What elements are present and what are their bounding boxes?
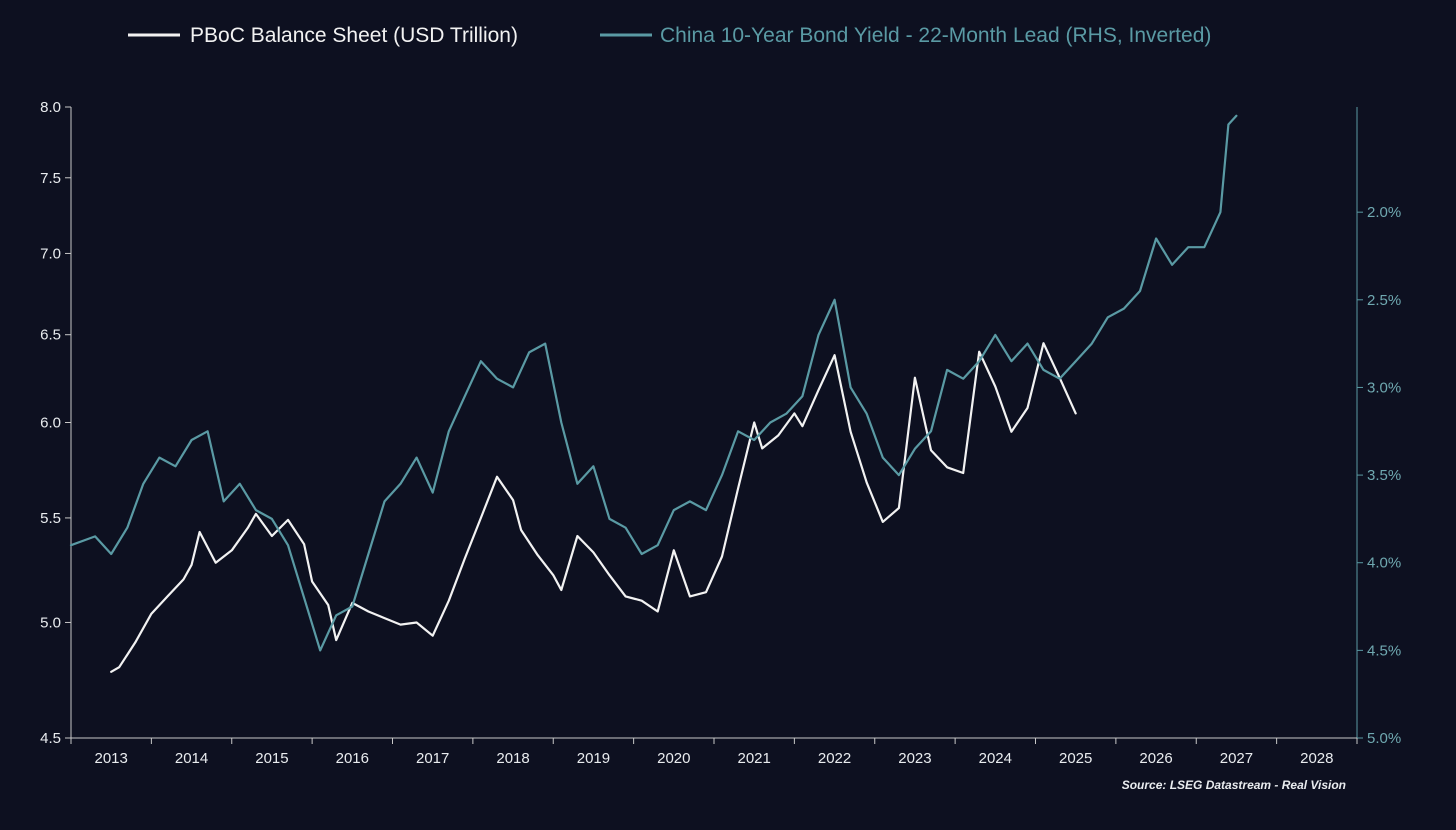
x-tick-label: 2028	[1300, 750, 1333, 767]
x-tick-label: 2016	[336, 750, 369, 767]
left-tick-label: 6.5	[40, 327, 61, 344]
left-tick-label: 7.5	[40, 170, 61, 187]
right-axis: 2.0% 2.5% 3.0% 3.5% 4.0% 4.5% 5.0%	[1356, 107, 1401, 747]
x-tick-label: 2021	[738, 750, 771, 767]
x-tick-label: 2022	[818, 750, 851, 767]
series-layer	[69, 114, 1238, 673]
legend-label-bond-yield: China 10-Year Bond Yield - 22-Month Lead…	[660, 24, 1211, 47]
x-tick-label: 2020	[657, 750, 690, 767]
x-tick-label: 2018	[496, 750, 529, 767]
right-axis-ticks: 2.0% 2.5% 3.0% 3.5% 4.0% 4.5% 5.0%	[1357, 204, 1401, 747]
legend: PBoC Balance Sheet (USD Trillion) China …	[128, 24, 1211, 47]
x-tick-label: 2019	[577, 750, 610, 767]
left-tick-label: 4.5	[40, 730, 61, 747]
x-tick-label: 2026	[1139, 750, 1172, 767]
series-line-bond-yield-inverted	[69, 114, 1238, 652]
right-tick-label: 2.0%	[1367, 204, 1401, 221]
right-tick-label: 5.0%	[1367, 730, 1401, 747]
x-tick-label: 2013	[95, 750, 128, 767]
right-tick-label: 2.5%	[1367, 292, 1401, 309]
series-line-pboc-balance-sheet	[110, 342, 1077, 673]
left-tick-label: 5.5	[40, 510, 61, 527]
right-tick-label: 4.0%	[1367, 555, 1401, 572]
x-tick-label: 2027	[1220, 750, 1253, 767]
x-tick-label: 2015	[255, 750, 288, 767]
left-tick-label: 8.0	[40, 99, 61, 116]
right-tick-label: 4.5%	[1367, 642, 1401, 659]
source-note: Source: LSEG Datastream - Real Vision	[1122, 778, 1346, 792]
left-tick-label: 7.0	[40, 245, 61, 262]
x-tick-label: 2017	[416, 750, 449, 767]
x-tick-label: 2014	[175, 750, 208, 767]
legend-label-pboc: PBoC Balance Sheet (USD Trillion)	[190, 24, 518, 47]
left-tick-label: 5.0	[40, 614, 61, 631]
right-tick-label: 3.5%	[1367, 467, 1401, 484]
left-axis: 4.5 5.0 5.5 6.0 6.5 7.0 7.5 8.0	[40, 99, 72, 747]
left-axis-ticks: 4.5 5.0 5.5 6.0 6.5 7.0 7.5 8.0	[40, 99, 71, 747]
x-tick-label: 2023	[898, 750, 931, 767]
x-axis-ticks: 2013 2014 2015 2016 2017 2018 2019 2020 2021 2022…	[70, 738, 1358, 767]
x-axis: 2013 2014 2015 2016 2017 2018 2019 2020 2021 2022…	[70, 737, 1358, 767]
x-tick-label: 2024	[979, 750, 1012, 767]
x-tick-label: 2025	[1059, 750, 1092, 767]
left-tick-label: 6.0	[40, 415, 61, 432]
right-tick-label: 3.0%	[1367, 379, 1401, 396]
